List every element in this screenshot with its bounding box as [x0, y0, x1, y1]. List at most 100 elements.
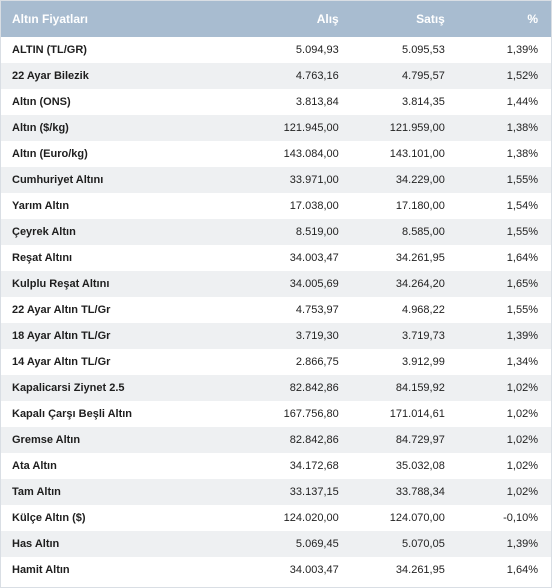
table-row: Tam Altın 33.137,15 33.788,34 1,02% [1, 479, 551, 505]
sell-price: 5.070,05 [402, 538, 445, 550]
table-row: Ata Altın 34.172,68 35.032,08 1,02% [1, 453, 551, 479]
table-row: Gremse Altın 82.842,86 84.729,97 1,02% [1, 427, 551, 453]
gold-type-name: Reşat Altını [12, 252, 73, 264]
header-name: Altın Fiyatları [12, 12, 89, 26]
gold-type-name: Hamit Altın [12, 564, 70, 576]
change-percent: 1,39% [506, 44, 538, 56]
buy-price: 121.945,00 [283, 122, 339, 134]
sell-price: 35.032,08 [395, 460, 445, 472]
table-row: Külçe Altın ($) 124.020,00 124.070,00 -0,10… [1, 505, 551, 531]
sell-price: 8.585,00 [402, 226, 445, 238]
buy-price: 34.003,47 [289, 252, 339, 264]
table-header: Altın Fiyatları Alış Satış % [1, 1, 551, 37]
gold-type-name: Çeyrek Altın [12, 226, 76, 238]
gold-type-name: Cumhuriyet Altını [12, 174, 104, 186]
change-percent: 1,02% [506, 460, 538, 472]
change-percent: 1,02% [506, 382, 538, 394]
table-row: ALTIN (TL/GR) 5.094,93 5.095,53 1,39% [1, 37, 551, 63]
table-row: 22 Ayar Altın TL/Gr 4.753,97 4.968,22 1,55% [1, 297, 551, 323]
sell-price: 4.968,22 [402, 304, 445, 316]
table-row: Yarım Altın 17.038,00 17.180,00 1,54% [1, 193, 551, 219]
sell-price: 5.095,53 [402, 44, 445, 56]
buy-price: 8.519,00 [295, 226, 339, 238]
buy-price: 3.719,30 [295, 330, 339, 342]
table-row: Hamit Altın 34.003,47 34.261,95 1,64% [1, 557, 551, 583]
gold-type-name: Ata Altın [12, 460, 57, 472]
gold-type-name: 14 Ayar Altın TL/Gr [12, 356, 111, 368]
table-row: 18 Ayar Altın TL/Gr 3.719,30 3.719,73 1,39% [1, 323, 551, 349]
change-percent: 1,65% [506, 278, 538, 290]
change-percent: 1,55% [506, 226, 538, 238]
buy-price: 4.763,16 [295, 70, 339, 82]
buy-price: 167.756,80 [283, 408, 339, 420]
sell-price: 3.814,35 [402, 96, 445, 108]
change-percent: 1,64% [506, 252, 538, 264]
buy-price: 5.094,93 [295, 44, 339, 56]
change-percent: 1,64% [506, 564, 538, 576]
gold-type-name: 18 Ayar Altın TL/Gr [12, 330, 111, 342]
change-percent: 1,02% [506, 408, 538, 420]
sell-price: 34.264,20 [395, 278, 445, 290]
gold-type-name: Külçe Altın ($) [12, 512, 86, 524]
buy-price: 34.172,68 [289, 460, 339, 472]
change-percent: 1,39% [506, 330, 538, 342]
sell-price: 4.795,57 [402, 70, 445, 82]
gold-type-name: Altın (Euro/kg) [12, 148, 88, 160]
gold-type-name: Tam Altın [12, 486, 61, 498]
table-row: Reşat Altını 34.003,47 34.261,95 1,64% [1, 245, 551, 271]
sell-price: 3.912,99 [402, 356, 445, 368]
table-row: Çeyrek Altın 8.519,00 8.585,00 1,55% [1, 219, 551, 245]
gold-type-name: Altın ($/kg) [12, 122, 69, 134]
header-row: Altın Fiyatları Alış Satış % [1, 1, 551, 37]
buy-price: 4.753,97 [295, 304, 339, 316]
change-percent: 1,39% [506, 538, 538, 550]
change-percent: 1,44% [506, 96, 538, 108]
gold-type-name: Kulplu Reşat Altını [12, 278, 110, 290]
buy-price: 124.020,00 [283, 512, 339, 524]
change-percent: -0,10% [503, 512, 538, 524]
buy-price: 3.813,84 [295, 96, 339, 108]
gold-type-name: Yarım Altın [12, 200, 70, 212]
table-row: Cumhuriyet Altını 33.971,00 34.229,00 1,55% [1, 167, 551, 193]
buy-price: 33.971,00 [289, 174, 339, 186]
gold-type-name: ALTIN (TL/GR) [12, 44, 87, 56]
gold-type-name: Altın (ONS) [12, 96, 71, 108]
change-percent: 1,55% [506, 304, 538, 316]
buy-price: 82.842,86 [289, 382, 339, 394]
sell-price: 34.229,00 [395, 174, 445, 186]
gold-type-name: Kapalicarsi Ziynet 2.5 [12, 382, 125, 394]
sell-price: 84.729,97 [395, 434, 445, 446]
sell-price: 121.959,00 [389, 122, 445, 134]
buy-price: 2.866,75 [295, 356, 339, 368]
sell-price: 34.261,95 [395, 252, 445, 264]
table-body: ALTIN (TL/GR) 5.094,93 5.095,53 1,39% 22 Aya… [1, 37, 551, 583]
header-satis: Satış [416, 12, 445, 26]
sell-price: 124.070,00 [389, 512, 445, 524]
sell-price: 34.261,95 [395, 564, 445, 576]
table-row: Kulplu Reşat Altını 34.005,69 34.264,20 1,6… [1, 271, 551, 297]
buy-price: 82.842,86 [289, 434, 339, 446]
sell-price: 17.180,00 [395, 200, 445, 212]
gold-type-name: 22 Ayar Bilezik [12, 70, 89, 82]
table-row: 22 Ayar Bilezik 4.763,16 4.795,57 1,52% [1, 63, 551, 89]
sell-price: 171.014,61 [389, 408, 445, 420]
change-percent: 1,02% [506, 434, 538, 446]
change-percent: 1,38% [506, 122, 538, 134]
table-row: 14 Ayar Altın TL/Gr 2.866,75 3.912,99 1,34% [1, 349, 551, 375]
table-row: Altın (ONS) 3.813,84 3.814,35 1,44% [1, 89, 551, 115]
change-percent: 1,38% [506, 148, 538, 160]
table-row: Has Altın 5.069,45 5.070,05 1,39% [1, 531, 551, 557]
table-row: Altın ($/kg) 121.945,00 121.959,00 1,38% [1, 115, 551, 141]
gold-type-name: 22 Ayar Altın TL/Gr [12, 304, 111, 316]
change-percent: 1,55% [506, 174, 538, 186]
table-row: Altın (Euro/kg) 143.084,00 143.101,00 1,38% [1, 141, 551, 167]
gold-type-name: Gremse Altın [12, 434, 81, 446]
table-row: Kapalı Çarşı Beşli Altın 167.756,80 171.01… [1, 401, 551, 427]
change-percent: 1,54% [506, 200, 538, 212]
change-percent: 1,52% [506, 70, 538, 82]
buy-price: 34.005,69 [289, 278, 339, 290]
table-row: Kapalicarsi Ziynet 2.5 82.842,86 84.159,92… [1, 375, 551, 401]
gold-type-name: Has Altın [12, 538, 60, 550]
